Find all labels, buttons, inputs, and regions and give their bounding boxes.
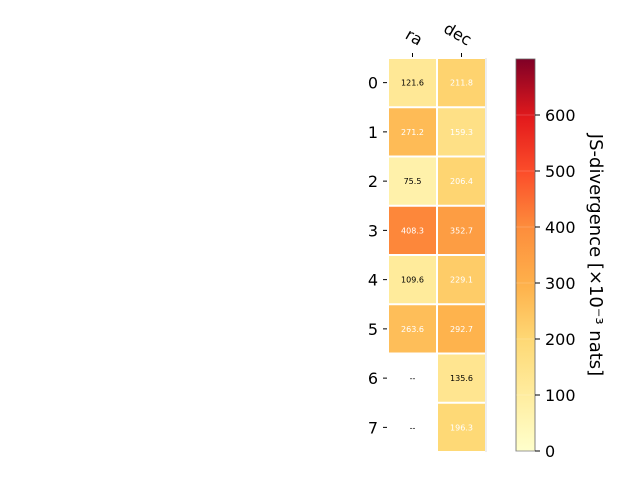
colorbar-tick-label: 600 — [545, 106, 576, 125]
heatmap-cell — [438, 157, 485, 205]
colorbar-tick-label: 500 — [545, 162, 576, 181]
row-label: 4 — [368, 271, 378, 290]
heatmap-grid: 121.6 211.8 271.2 159.3 75.5 206.4 408.3 352.7 1… — [389, 58, 487, 452]
cell-label: 408.3 — [401, 226, 424, 235]
row-label: 5 — [368, 320, 378, 339]
colorbar-gradient — [515, 58, 536, 452]
cell-label: -- — [410, 423, 416, 432]
cell-label: 75.5 — [404, 177, 422, 186]
heatmap-cell — [389, 157, 436, 205]
colorbar-ticks: 0 100 200 300 400 500 600 — [516, 106, 576, 461]
cell-label: 352.7 — [450, 226, 473, 235]
row-label: 3 — [368, 221, 378, 240]
cell-label: -- — [410, 374, 416, 383]
row-label: 7 — [368, 418, 378, 437]
cell-label: 135.6 — [450, 374, 473, 383]
heatmap-cell — [438, 354, 485, 402]
heatmap-cell — [389, 256, 436, 304]
colorbar-tick-label: 400 — [545, 218, 576, 237]
row-label: 2 — [368, 172, 378, 191]
row-label: 0 — [368, 74, 378, 93]
heatmap-cell — [389, 59, 436, 107]
heatmap-cell — [438, 108, 485, 156]
cell-label: 196.3 — [450, 423, 473, 432]
cell-label: 292.7 — [450, 325, 473, 334]
colorbar-label: JS-divergence [×10⁻³ nats] — [585, 133, 606, 376]
column-labels: ra dec — [402, 19, 475, 57]
cell-label: 263.6 — [401, 325, 424, 334]
row-labels: 0 1 2 3 4 5 6 7 — [368, 74, 387, 437]
row-label: 1 — [368, 123, 378, 142]
heatmap-cell — [438, 403, 485, 451]
colorbar-tick-label: 100 — [545, 386, 576, 405]
column-label: ra — [402, 25, 426, 50]
colorbar-tick-label: 200 — [545, 330, 576, 349]
heatmap-cell — [438, 305, 485, 353]
cell-label: 229.1 — [450, 276, 473, 285]
row-label: 6 — [368, 369, 378, 388]
cell-label: 271.2 — [401, 128, 424, 137]
cell-label: 109.6 — [401, 276, 424, 285]
cell-label: 121.6 — [401, 79, 424, 88]
heatmap-cell — [389, 108, 436, 156]
heatmap-cell — [438, 256, 485, 304]
column-label: dec — [441, 19, 475, 50]
heatmap-cell — [389, 305, 436, 353]
cell-label: 211.8 — [450, 79, 473, 88]
heatmap-cell — [438, 206, 485, 254]
colorbar-tick-label: 0 — [545, 442, 555, 461]
heatmap-cell — [389, 206, 436, 254]
cell-label: 206.4 — [450, 177, 473, 186]
colorbar-tick-label: 300 — [545, 274, 576, 293]
colorbar: 0 100 200 300 400 500 600 JS-divergence [×10⁻³… — [515, 58, 606, 461]
cell-label: 159.3 — [450, 128, 473, 137]
heatmap-cell — [438, 59, 485, 107]
